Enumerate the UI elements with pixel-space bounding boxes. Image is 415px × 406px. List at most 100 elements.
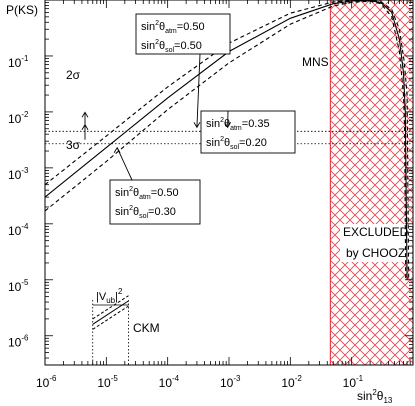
y-tick-label: 10-4 bbox=[8, 222, 29, 238]
annotation-text-part: =0.50 bbox=[177, 21, 205, 33]
x-tick-base: 10 bbox=[36, 376, 50, 390]
x-tick-base: 10 bbox=[343, 376, 357, 390]
x-tick-exp: -3 bbox=[233, 374, 241, 383]
sigma-3-label: 3σ bbox=[66, 138, 81, 152]
annotation-arrowhead-3 bbox=[113, 146, 121, 153]
annotation-text-part: sin bbox=[115, 206, 129, 218]
annotation-3-atm: sin2θatm=0.50 bbox=[115, 186, 179, 201]
vub-sub: ub bbox=[106, 296, 115, 305]
excluded-region bbox=[329, 0, 413, 365]
y-tick-label: 10-2 bbox=[8, 110, 29, 126]
annotation-text-part: θ bbox=[159, 40, 165, 52]
y-tick-label: 10-3 bbox=[8, 166, 29, 182]
annotation-text-part: =0.50 bbox=[151, 187, 179, 199]
annotation-3-sol: sin2θsol=0.30 bbox=[115, 205, 176, 220]
y-tick-exp: -3 bbox=[21, 166, 29, 175]
y-tick-label: 10-5 bbox=[8, 278, 29, 294]
vub-sup: 2 bbox=[118, 287, 123, 296]
annotation-text-part: sin bbox=[141, 40, 155, 52]
y-tick-base: 10 bbox=[8, 56, 22, 70]
x-tick-label: 10-2 bbox=[281, 374, 302, 390]
annotation-text-part: θ bbox=[224, 118, 230, 130]
y-tick-exp: -2 bbox=[21, 110, 29, 119]
x-tick-base: 10 bbox=[220, 376, 234, 390]
vub-open: |V bbox=[96, 291, 107, 303]
x-title-theta: θ bbox=[377, 389, 384, 403]
x-tick-label: 10-5 bbox=[97, 374, 118, 390]
y-axis-title: P(KS) bbox=[6, 3, 38, 17]
x-axis-title: sin2θ13 bbox=[357, 388, 393, 405]
annotation-text-part: atm bbox=[165, 28, 177, 35]
y-tick-base: 10 bbox=[8, 280, 22, 294]
ckm-line-dashed-lower bbox=[92, 305, 129, 330]
x-tick-label: 10-1 bbox=[343, 374, 364, 390]
x-title-sub: 13 bbox=[383, 396, 392, 405]
annotation-text-part: 2 bbox=[155, 39, 159, 46]
y-tick-exp: -5 bbox=[21, 278, 29, 287]
annotation-text-part: sin bbox=[206, 118, 220, 130]
annotation-text-part: 2 bbox=[129, 205, 133, 212]
annotation-text-part: =0.30 bbox=[148, 206, 176, 218]
ckm-line-dashed-upper bbox=[92, 295, 129, 320]
y-tick-base: 10 bbox=[8, 336, 22, 350]
ckm-region bbox=[92, 295, 129, 365]
annotation-frame-1 bbox=[135, 13, 231, 55]
y-tick-label: 10-1 bbox=[8, 54, 29, 70]
x-tick-exp: -1 bbox=[356, 374, 364, 383]
annotation-2-sol: sin2θsol=0.20 bbox=[206, 136, 267, 151]
x-tick-base: 10 bbox=[97, 376, 111, 390]
x-tick-label: 10-4 bbox=[159, 374, 180, 390]
y-tick-label: 10-6 bbox=[8, 334, 29, 350]
annotation-text-part: θ bbox=[159, 21, 165, 33]
x-tick-label: 10-3 bbox=[220, 374, 241, 390]
y-tick-exp: -6 bbox=[21, 334, 29, 343]
annotation-text-part: sin bbox=[206, 137, 220, 149]
annotation-arrowhead-1 bbox=[193, 122, 201, 129]
significance-lines bbox=[45, 111, 413, 145]
x-tick-exp: -5 bbox=[111, 374, 119, 383]
annotation-text-part: atm bbox=[139, 194, 151, 201]
annotation-text-part: 2 bbox=[220, 136, 224, 143]
annotation-text-part: θ bbox=[133, 187, 139, 199]
annotation-arrow-3 bbox=[116, 147, 133, 181]
annotation-frame-2 bbox=[200, 110, 296, 154]
ks-curve-3 bbox=[45, 0, 407, 280]
x-tick-exp: -6 bbox=[49, 374, 57, 383]
ckm-label: CKM bbox=[133, 321, 160, 335]
excluded-label-bg bbox=[340, 224, 412, 262]
annotation-1-sol: sin2θsol=0.50 bbox=[141, 39, 202, 54]
axis-ticks: 10-6 10-5 10-4 10-3 10-2 10-110-110-210-310-4… bbox=[8, 0, 413, 390]
ckm-line-solid bbox=[92, 300, 129, 325]
annotation-boxes: sin2θatm=0.50sin2θsol=0.50sin2θatm=0.35s… bbox=[109, 13, 296, 225]
annotation-text-part: atm bbox=[230, 125, 242, 132]
vub-label: |Vub|2 bbox=[96, 287, 123, 305]
annotation-text-part: 2 bbox=[155, 20, 159, 27]
annotation-text-part: sin bbox=[115, 187, 129, 199]
annotation-text-part: 2 bbox=[220, 117, 224, 124]
y-tick-exp: -1 bbox=[21, 54, 29, 63]
annotation-text-part: sin bbox=[141, 21, 155, 33]
y-tick-base: 10 bbox=[8, 112, 22, 126]
annotation-text-part: 2 bbox=[129, 186, 133, 193]
x-tick-exp: -2 bbox=[295, 374, 303, 383]
excluded-hatch bbox=[330, 0, 413, 365]
excluded-label: EXCLUDED bbox=[343, 225, 409, 239]
annotation-arrow-1 bbox=[196, 53, 201, 128]
annotation-text-part: θ bbox=[224, 137, 230, 149]
x-tick-base: 10 bbox=[281, 376, 295, 390]
x-title-sup: 2 bbox=[372, 388, 377, 397]
vub-close: | bbox=[115, 291, 118, 303]
annotation-text-part: sol bbox=[165, 47, 174, 54]
x-tick-base: 10 bbox=[159, 376, 173, 390]
y-tick-exp: -4 bbox=[21, 222, 29, 231]
excluded-by-label: by CHOOZ bbox=[346, 246, 405, 260]
sigma-arrowhead-3 bbox=[81, 123, 89, 130]
annotation-text-part: θ bbox=[133, 206, 139, 218]
annotation-text-part: =0.50 bbox=[174, 40, 202, 52]
sigma-arrowhead-2 bbox=[81, 111, 89, 118]
annotation-frame-3 bbox=[109, 179, 201, 225]
y-tick-base: 10 bbox=[8, 224, 22, 238]
